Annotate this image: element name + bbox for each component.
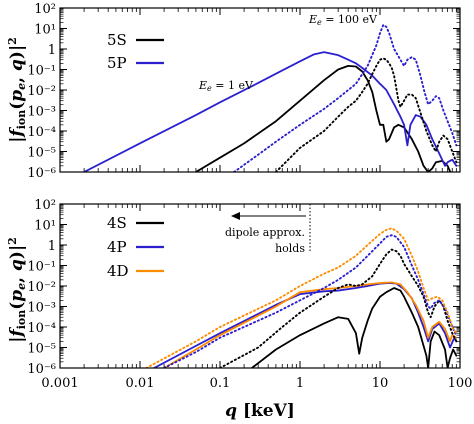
y-tick-label: 10¹ — [34, 23, 56, 38]
curve-5s-100ev — [274, 57, 458, 172]
y-tick-label: 10⁻¹ — [27, 64, 56, 79]
top-ticks — [59, 7, 461, 173]
y-tick-label: 10⁻³ — [27, 301, 56, 316]
bottom-legend: 4S 4P 4D — [107, 214, 164, 280]
x-tick-label: 0.01 — [126, 376, 155, 391]
top-legend-label-5p: 5P — [107, 54, 127, 72]
y-tick-label: 10⁻⁵ — [27, 342, 56, 357]
top-legend-label-5s: 5S — [107, 31, 127, 49]
y-tick-label: 10¹ — [34, 219, 56, 234]
y-tick-label: 1 — [48, 43, 56, 58]
bottom-legend-label-4s: 4S — [107, 214, 127, 232]
dipole-arrow-head — [231, 212, 240, 220]
x-tick-label: 1 — [296, 376, 304, 391]
y-tick-label: 10⁻³ — [27, 105, 56, 120]
curve-4s-1ev — [250, 287, 458, 368]
annotation-dipole-line1: dipole approx. — [225, 226, 305, 239]
curve-4p-100ev — [163, 234, 458, 368]
x-tick-label: 10 — [372, 376, 389, 391]
y-tick-label: 10⁻⁶ — [27, 166, 56, 181]
x-axis-title: q [keV] — [225, 401, 295, 421]
annotation-ee-100ev: Ee = 100 eV — [308, 13, 378, 27]
bottom-y-axis-title: |fion(pe, q)|2 — [6, 237, 28, 343]
y-tick-label: 10² — [34, 2, 56, 17]
x-tick-label: 0.1 — [210, 376, 231, 391]
curve-5p-100ev — [233, 23, 458, 172]
curve-5s-1ev — [195, 64, 452, 172]
x-tick-labels: 0.001 0.01 0.1 1 10 100 — [41, 376, 472, 391]
y-tick-label: 10⁻⁴ — [27, 125, 56, 140]
y-tick-label: 10² — [34, 198, 56, 213]
y-tick-label: 10⁻² — [27, 280, 56, 295]
annotation-ee-1ev: Ee = 1 eV — [198, 79, 254, 93]
curve-4s-100ev — [219, 248, 458, 368]
curve-4d-100ev — [145, 227, 458, 368]
x-tick-label: 0.001 — [41, 376, 78, 391]
bottom-legend-label-4d: 4D — [107, 262, 129, 280]
curve-5p-1ev — [83, 51, 458, 172]
y-tick-label: 10⁻² — [27, 84, 56, 99]
bottom-curves — [145, 227, 458, 368]
x-tick-label: 100 — [448, 376, 473, 391]
top-legend: 5S 5P — [107, 31, 164, 72]
top-y-axis-title: |fion(pe, q)|2 — [6, 37, 28, 143]
y-tick-label: 10⁻⁶ — [27, 362, 56, 377]
bottom-legend-label-4p: 4P — [107, 238, 127, 256]
curve-4d-1ev — [163, 281, 458, 368]
top-panel: 10⁻⁶ 10⁻⁵ 10⁻⁴ 10⁻³ 10⁻² 10⁻¹ 1 10¹ 10² 5S 5P Ee… — [6, 2, 461, 181]
top-y-tick-labels: 10⁻⁶ 10⁻⁵ 10⁻⁴ 10⁻³ 10⁻² 10⁻¹ 1 10¹ 10² — [27, 2, 56, 181]
y-tick-label: 10⁻⁴ — [27, 321, 56, 336]
y-tick-label: 10⁻⁵ — [27, 146, 56, 161]
bottom-ticks — [59, 203, 461, 369]
curve-4p-1ev — [153, 282, 458, 368]
y-tick-label: 1 — [48, 239, 56, 254]
y-tick-label: 10⁻¹ — [27, 260, 56, 275]
annotation-dipole-line2: holds — [275, 242, 305, 255]
top-curves — [83, 23, 458, 172]
bottom-y-tick-labels: 10⁻⁶ 10⁻⁵ 10⁻⁴ 10⁻³ 10⁻² 10⁻¹ 1 10¹ 10² — [27, 198, 56, 377]
